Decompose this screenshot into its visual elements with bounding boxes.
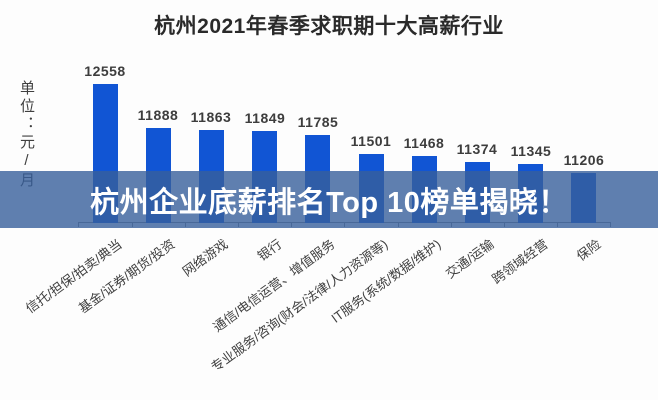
bar-value-label: 11345 <box>510 143 552 159</box>
bar-value-label: 11849 <box>244 110 286 126</box>
headline-text: 杭州企业底薪排名Top 10榜单揭晓！ <box>90 186 568 219</box>
chart-title: 杭州2021年春季求职期十大高薪行业 <box>154 15 504 38</box>
bar-value-label: 11468 <box>403 135 445 151</box>
bar-value-label: 11863 <box>190 109 232 125</box>
bar-value-label: 11888 <box>137 107 179 123</box>
bar-value-label: 11206 <box>563 152 605 168</box>
bar-value-label: 12558 <box>84 63 126 79</box>
y-axis-unit-label: 单位：元/月 <box>18 80 35 190</box>
headline-banner: 杭州企业底薪排名Top 10榜单揭晓！ <box>0 171 658 228</box>
bar-value-label: 11501 <box>350 133 392 149</box>
bar-value-label: 11374 <box>456 141 498 157</box>
bar-value-label: 11785 <box>297 114 339 130</box>
